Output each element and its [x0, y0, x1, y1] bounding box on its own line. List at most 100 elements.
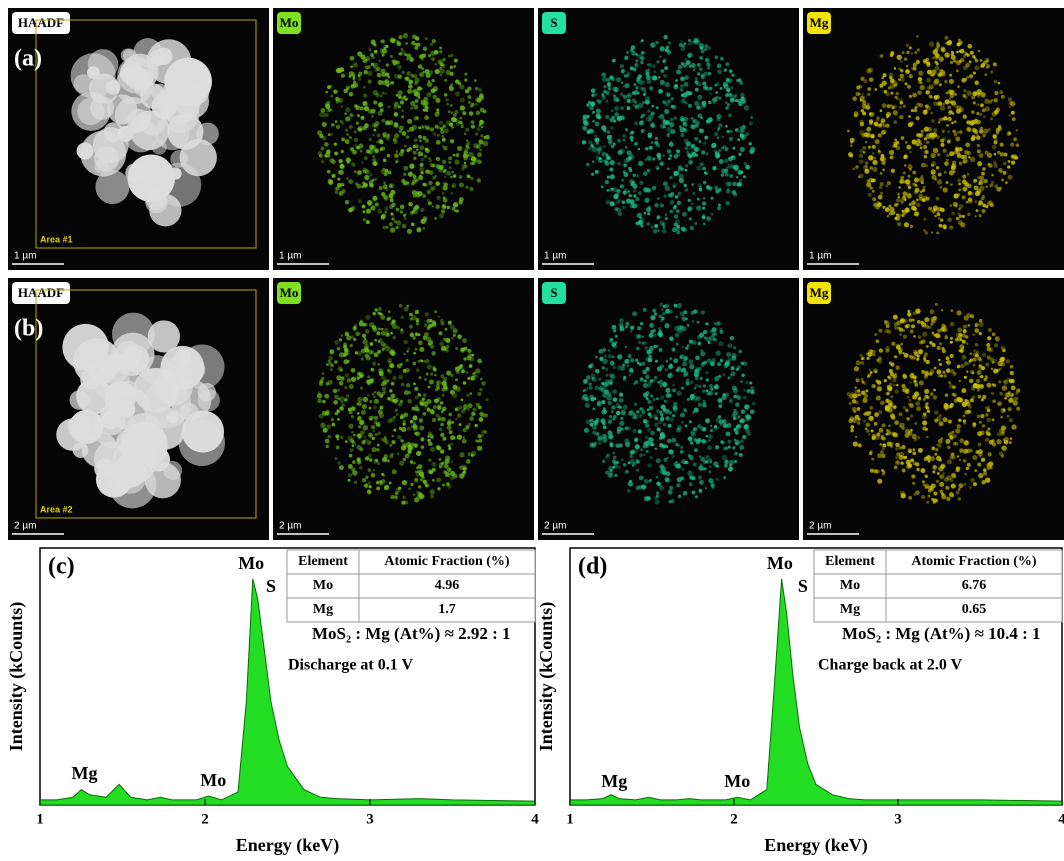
map-dot [700, 56, 704, 60]
map-dot [397, 364, 402, 369]
map-dot [620, 106, 624, 110]
map-dot [985, 438, 989, 442]
map-dot [972, 128, 977, 133]
map-dot [934, 215, 937, 218]
map-dot [446, 70, 451, 75]
map-dot [396, 326, 399, 329]
map-dot [443, 347, 447, 351]
map-dot [686, 60, 691, 65]
map-dot [439, 121, 443, 125]
map-dot [416, 368, 420, 372]
map-dot [357, 397, 362, 402]
scale-label: 2 µm [14, 521, 36, 532]
map-dot [664, 66, 668, 70]
map-dot [661, 445, 665, 449]
map-dot [378, 139, 383, 144]
map-dot [418, 340, 423, 345]
map-dot [657, 229, 659, 231]
map-dot [462, 436, 465, 439]
map-dot [926, 78, 931, 83]
map-dot [982, 395, 986, 399]
map-dot [876, 359, 880, 363]
map-dot [352, 83, 356, 87]
map-dot [979, 322, 984, 327]
map-dot [706, 119, 710, 123]
map-dot [955, 137, 960, 142]
map-dot [685, 169, 688, 172]
map-dot [337, 418, 340, 421]
map-dot [439, 331, 443, 335]
map-dot [897, 193, 899, 195]
map-dot [426, 399, 431, 404]
map-dot [861, 109, 865, 113]
map-dot [377, 391, 381, 395]
map-dot [1013, 400, 1018, 405]
map-dot [894, 326, 898, 330]
map-dot [857, 421, 860, 424]
map-dot [662, 312, 666, 316]
map-dot [743, 389, 746, 392]
map-dot [448, 161, 451, 164]
map-dot [725, 106, 728, 109]
map-dot [408, 147, 412, 151]
map-dot [978, 395, 982, 399]
map-dot [428, 442, 432, 446]
map-dot [652, 398, 656, 402]
map-dot [691, 202, 693, 204]
map-dot [424, 323, 428, 327]
map-dot [678, 495, 681, 498]
map-dot [722, 136, 724, 138]
map-dot [585, 403, 590, 408]
map-dot [603, 426, 607, 430]
map-dot [672, 388, 676, 392]
scale-label: 1 µm [279, 251, 301, 262]
map-dot [715, 154, 720, 159]
map-dot [392, 324, 397, 329]
map-dot [1009, 379, 1014, 384]
map-dot [320, 423, 325, 428]
map-dot [640, 377, 644, 381]
map-dot [902, 352, 904, 354]
map-dot [884, 320, 887, 323]
map-dot [406, 71, 410, 75]
map-dot [961, 388, 966, 393]
map-dot [1016, 143, 1020, 147]
map-dot [705, 152, 708, 155]
map-dot [732, 353, 737, 358]
map-dot [608, 188, 612, 192]
map-dot [461, 369, 465, 373]
map-dot [408, 487, 411, 490]
map-dot [349, 92, 353, 96]
map-dot [1009, 106, 1011, 108]
map-dot [419, 425, 424, 430]
map-dot [739, 445, 744, 450]
map-dot [620, 184, 624, 188]
map-dot [985, 363, 989, 367]
map-dot [621, 179, 624, 182]
map-dot [425, 148, 429, 152]
map-dot [468, 95, 472, 99]
map-dot [962, 195, 966, 199]
map-dot [589, 442, 594, 447]
map-dot [656, 482, 660, 486]
map-dot [602, 392, 607, 397]
map-dot [613, 187, 618, 192]
map-dot [855, 387, 857, 389]
map-dot [671, 438, 676, 443]
map-dot [467, 377, 470, 380]
map-dot [691, 63, 696, 68]
map-dot [866, 132, 871, 137]
map-dot [441, 205, 446, 210]
map-dot [738, 153, 741, 156]
map-dot [927, 410, 930, 413]
map-dot [602, 422, 605, 425]
map-dot [928, 460, 931, 463]
map-dot [105, 397, 122, 414]
map-dot [966, 449, 970, 453]
map-dot [422, 227, 425, 230]
map-dot [974, 469, 977, 472]
map-dot [331, 423, 335, 427]
map-dot [937, 329, 941, 333]
map-dot [373, 100, 377, 104]
map-dot [1001, 179, 1004, 182]
